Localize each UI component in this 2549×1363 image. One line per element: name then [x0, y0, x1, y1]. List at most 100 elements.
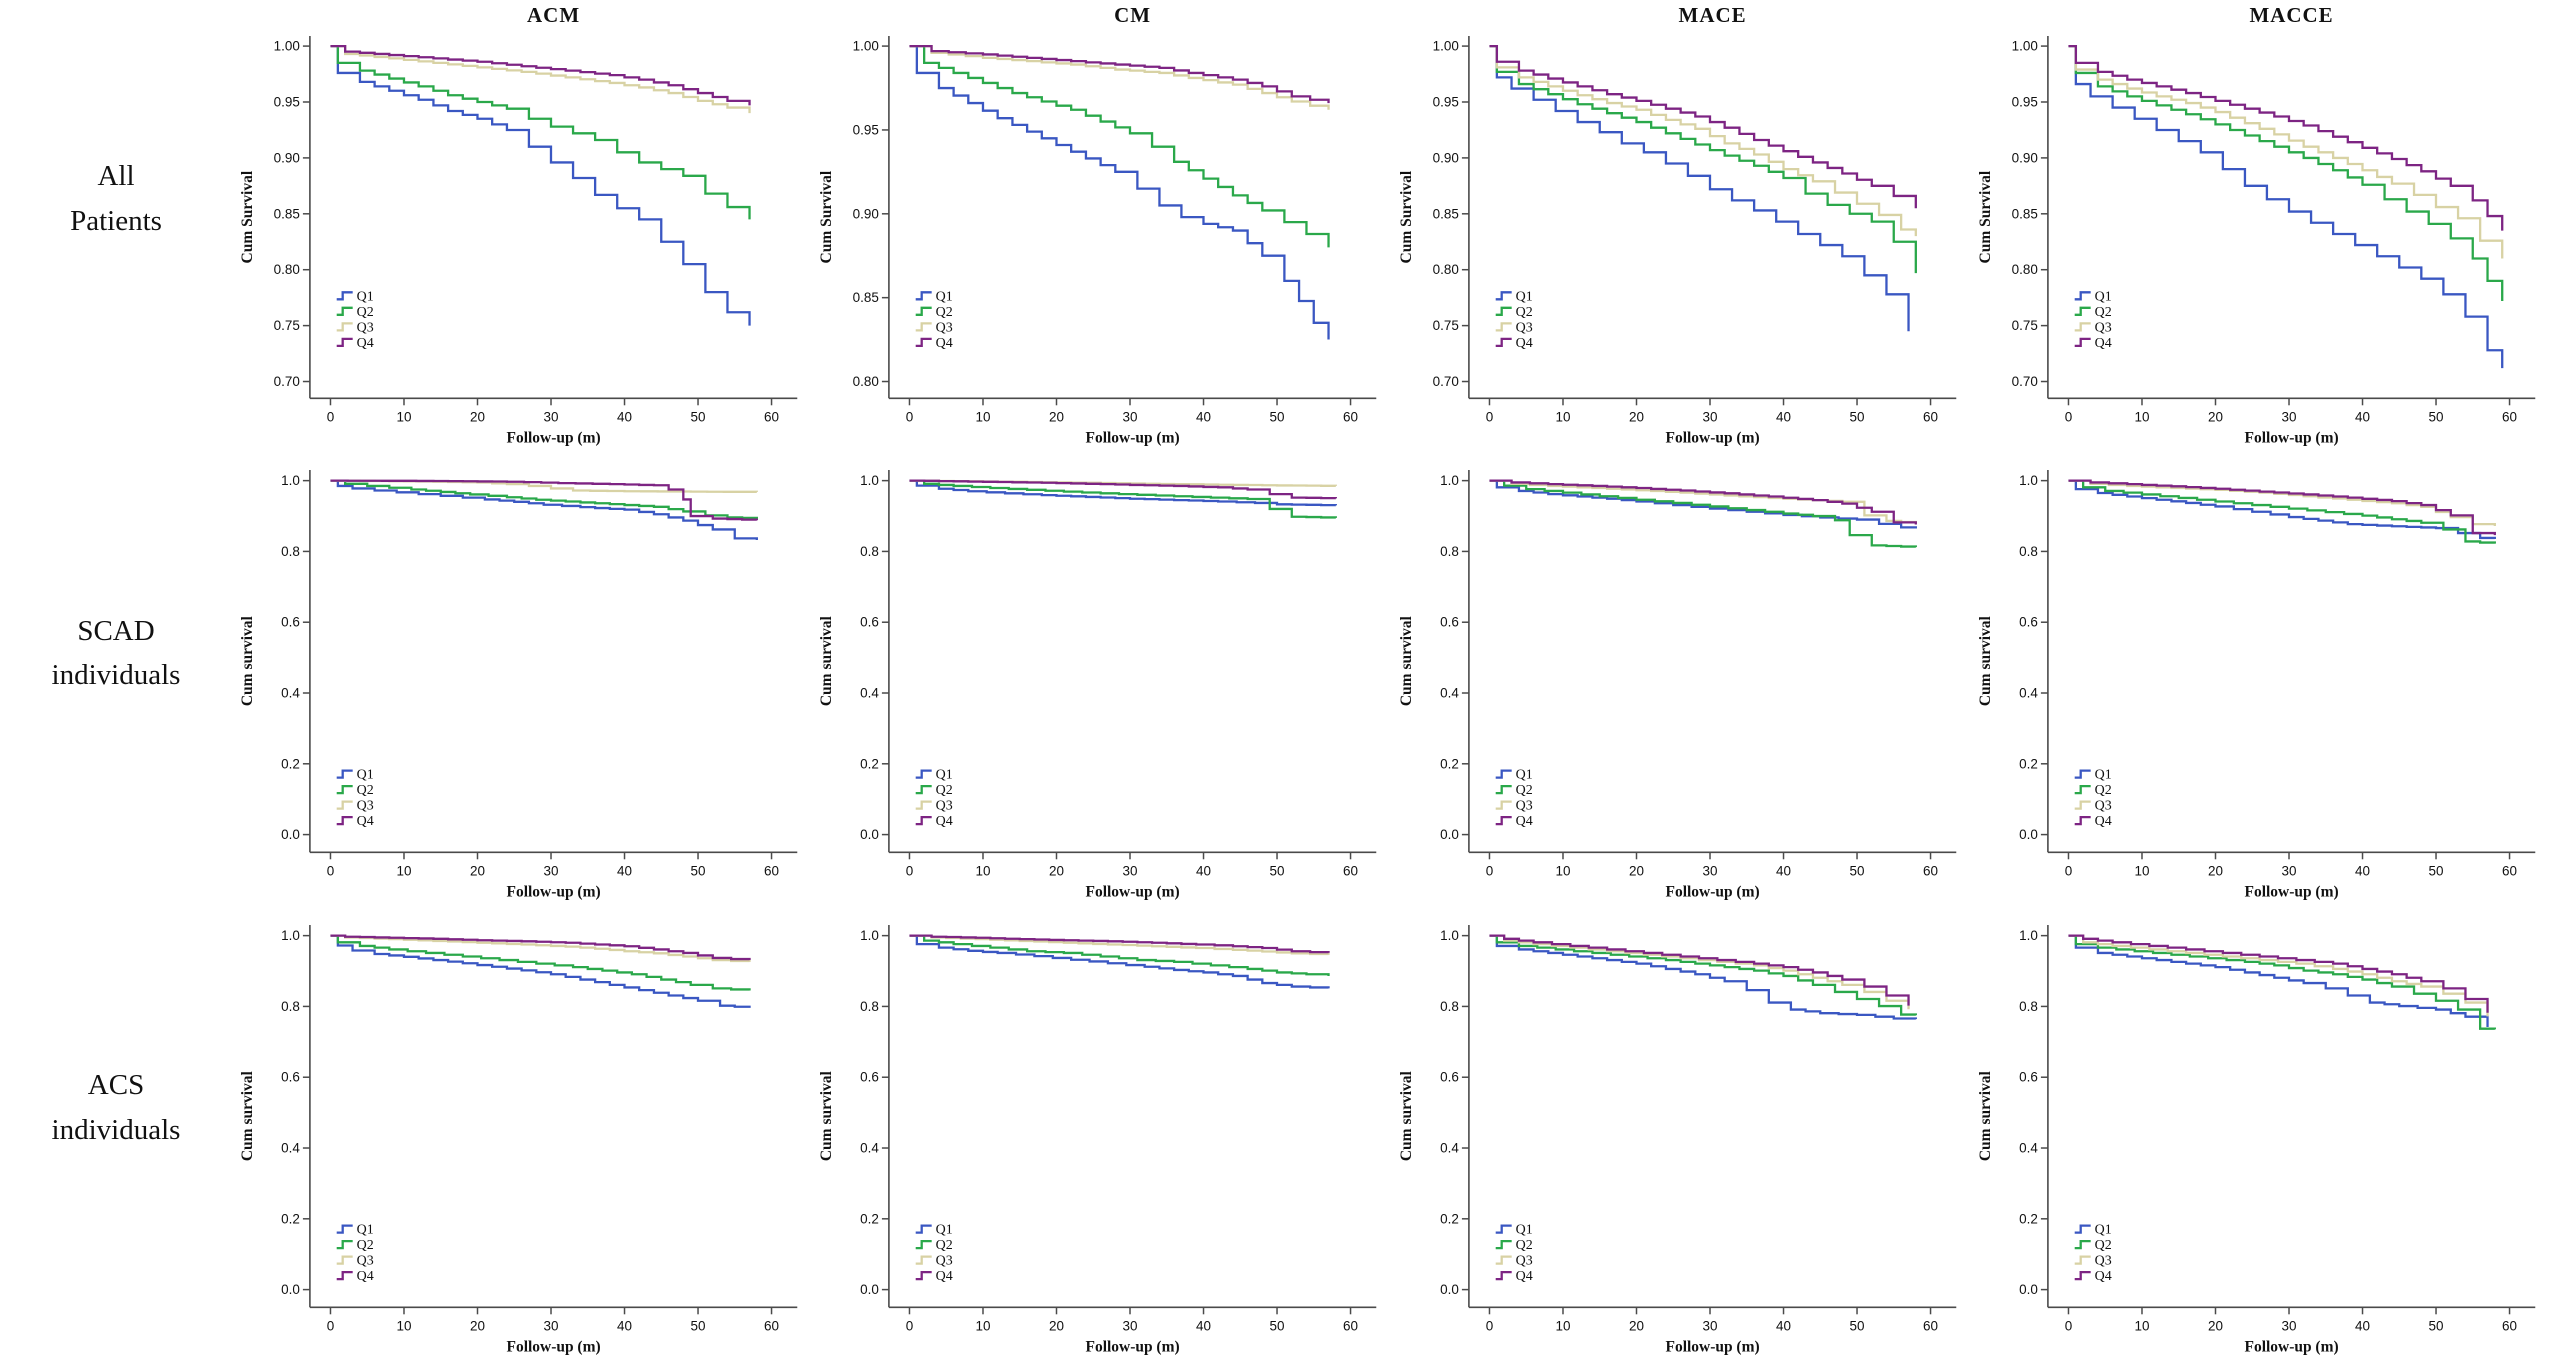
svg-text:Q4: Q4	[2094, 1269, 2111, 1284]
svg-text:0.4: 0.4	[1440, 686, 1459, 701]
svg-text:Q4: Q4	[936, 336, 953, 351]
svg-text:0.4: 0.4	[281, 1140, 300, 1155]
svg-text:Cum Survival: Cum Survival	[1977, 170, 1994, 263]
svg-text:1.00: 1.00	[853, 39, 879, 54]
svg-text:60: 60	[2502, 864, 2517, 879]
svg-text:40: 40	[1196, 1318, 1211, 1333]
km-chart-scad-mace: 0.0 0.2 0.4 0.6 0.8 1.0 0 10 20 30 40 50 60 Follow-up…	[1397, 470, 1956, 901]
svg-text:Q2: Q2	[357, 783, 374, 798]
svg-text:0.85: 0.85	[274, 206, 300, 221]
svg-text:MACE: MACE	[1678, 3, 1746, 27]
svg-text:40: 40	[617, 864, 632, 879]
svg-text:60: 60	[1343, 409, 1358, 424]
svg-text:10: 10	[2134, 1318, 2149, 1333]
svg-text:0: 0	[327, 1318, 334, 1333]
svg-text:Q1: Q1	[1515, 1222, 1532, 1237]
svg-text:0: 0	[1485, 409, 1492, 424]
svg-text:Follow-up (m): Follow-up (m)	[2244, 429, 2338, 446]
svg-text:Q2: Q2	[936, 783, 953, 798]
svg-text:0.0: 0.0	[1440, 1282, 1459, 1297]
svg-text:0.2: 0.2	[281, 757, 300, 772]
svg-text:0.85: 0.85	[853, 290, 879, 305]
svg-text:Q3: Q3	[936, 1253, 953, 1268]
km-panel-scad-mace: 0.0 0.2 0.4 0.6 0.8 1.0 0 10 20 30 40 50 60 Follow-up…	[1391, 454, 1970, 908]
svg-text:Q1: Q1	[936, 1222, 953, 1237]
svg-text:Cum survival: Cum survival	[1397, 616, 1414, 707]
km-chart-acs-macce: 0.0 0.2 0.4 0.6 0.8 1.0 0 10 20 30 40 50 60 Follow-up…	[1977, 924, 2536, 1355]
svg-text:Q1: Q1	[357, 289, 374, 304]
svg-text:40: 40	[1196, 864, 1211, 879]
km-panel-acs-macce: 0.0 0.2 0.4 0.6 0.8 1.0 0 10 20 30 40 50 60 Follow-up…	[1970, 909, 2549, 1363]
svg-text:Q2: Q2	[936, 1238, 953, 1253]
svg-text:Cum survival: Cum survival	[818, 1070, 835, 1161]
svg-text:40: 40	[2355, 409, 2370, 424]
km-chart-scad-macce: 0.0 0.2 0.4 0.6 0.8 1.0 0 10 20 30 40 50 60 Follow-up…	[1977, 470, 2536, 901]
km-panel-scad-cm: 0.0 0.2 0.4 0.6 0.8 1.0 0 10 20 30 40 50 60 Follow-up…	[811, 454, 1390, 908]
svg-text:0.8: 0.8	[1440, 999, 1459, 1014]
svg-text:Q3: Q3	[2094, 320, 2111, 335]
svg-text:Q2: Q2	[936, 305, 953, 320]
svg-text:0.0: 0.0	[1440, 827, 1459, 842]
svg-text:30: 30	[2281, 1318, 2296, 1333]
svg-text:Follow-up (m): Follow-up (m)	[2244, 1338, 2338, 1355]
svg-text:1.0: 1.0	[1440, 473, 1459, 488]
svg-text:0.0: 0.0	[2019, 827, 2038, 842]
svg-text:0: 0	[1485, 864, 1492, 879]
svg-text:0.4: 0.4	[1440, 1140, 1459, 1155]
km-panel-all-cm: 0.80 0.85 0.90 0.95 1.00 0 10 20 30 40 50 60 Follow-…	[811, 0, 1390, 454]
svg-text:30: 30	[2281, 409, 2296, 424]
svg-text:Q3: Q3	[1515, 1253, 1532, 1268]
svg-text:0.90: 0.90	[274, 150, 300, 165]
svg-text:10: 10	[976, 1318, 991, 1333]
km-panel-scad-macce: 0.0 0.2 0.4 0.6 0.8 1.0 0 10 20 30 40 50 60 Follow-up…	[1970, 454, 2549, 908]
svg-text:50: 50	[2428, 864, 2443, 879]
svg-text:Q1: Q1	[2094, 289, 2111, 304]
svg-text:0: 0	[2064, 1318, 2071, 1333]
svg-text:1.0: 1.0	[860, 473, 879, 488]
svg-text:Q1: Q1	[936, 768, 953, 783]
svg-text:CM: CM	[1114, 3, 1151, 27]
svg-text:60: 60	[764, 409, 779, 424]
svg-text:Q3: Q3	[2094, 799, 2111, 814]
svg-text:Q2: Q2	[2094, 1238, 2111, 1253]
svg-text:60: 60	[1343, 1318, 1358, 1333]
svg-text:0.8: 0.8	[1440, 544, 1459, 559]
svg-text:Cum Survival: Cum Survival	[239, 170, 256, 263]
svg-text:1.0: 1.0	[860, 928, 879, 943]
svg-text:0.6: 0.6	[281, 1069, 300, 1084]
km-chart-all-cm: 0.80 0.85 0.90 0.95 1.00 0 10 20 30 40 50 60 Follow-…	[818, 3, 1377, 446]
svg-text:0.70: 0.70	[274, 374, 300, 389]
svg-text:30: 30	[1702, 864, 1717, 879]
km-chart-all-acm: 0.70 0.75 0.80 0.85 0.90 0.95 1.00 0 10 20 30 40 50 6…	[239, 3, 798, 446]
svg-text:0.0: 0.0	[860, 1282, 879, 1297]
svg-text:40: 40	[617, 1318, 632, 1333]
svg-text:20: 20	[1629, 409, 1644, 424]
svg-text:Follow-up (m): Follow-up (m)	[1086, 884, 1180, 901]
svg-text:30: 30	[544, 1318, 559, 1333]
svg-text:0.2: 0.2	[281, 1211, 300, 1226]
svg-text:0.6: 0.6	[1440, 615, 1459, 630]
svg-text:1.0: 1.0	[281, 928, 300, 943]
svg-text:0.6: 0.6	[860, 615, 879, 630]
svg-text:0.90: 0.90	[2011, 150, 2037, 165]
svg-text:1.00: 1.00	[2011, 39, 2037, 54]
row-label-text: SCAD individuals	[51, 614, 181, 692]
svg-text:0.8: 0.8	[2019, 544, 2038, 559]
svg-text:10: 10	[2134, 864, 2149, 879]
svg-text:Follow-up (m): Follow-up (m)	[507, 1338, 601, 1355]
svg-text:Q1: Q1	[1515, 289, 1532, 304]
svg-text:50: 50	[1270, 1318, 1285, 1333]
svg-text:10: 10	[396, 409, 411, 424]
svg-text:0.8: 0.8	[281, 999, 300, 1014]
svg-text:1.00: 1.00	[1432, 39, 1458, 54]
svg-text:Q2: Q2	[2094, 305, 2111, 320]
km-panel-all-mace: 0.70 0.75 0.80 0.85 0.90 0.95 1.00 0 10 20 30 40 50 6…	[1391, 0, 1970, 454]
svg-text:Q3: Q3	[2094, 1253, 2111, 1268]
svg-text:Q3: Q3	[1515, 799, 1532, 814]
svg-text:Cum survival: Cum survival	[239, 616, 256, 707]
svg-text:0.90: 0.90	[1432, 150, 1458, 165]
svg-text:0.2: 0.2	[2019, 757, 2038, 772]
svg-text:60: 60	[1923, 864, 1938, 879]
svg-text:10: 10	[976, 864, 991, 879]
